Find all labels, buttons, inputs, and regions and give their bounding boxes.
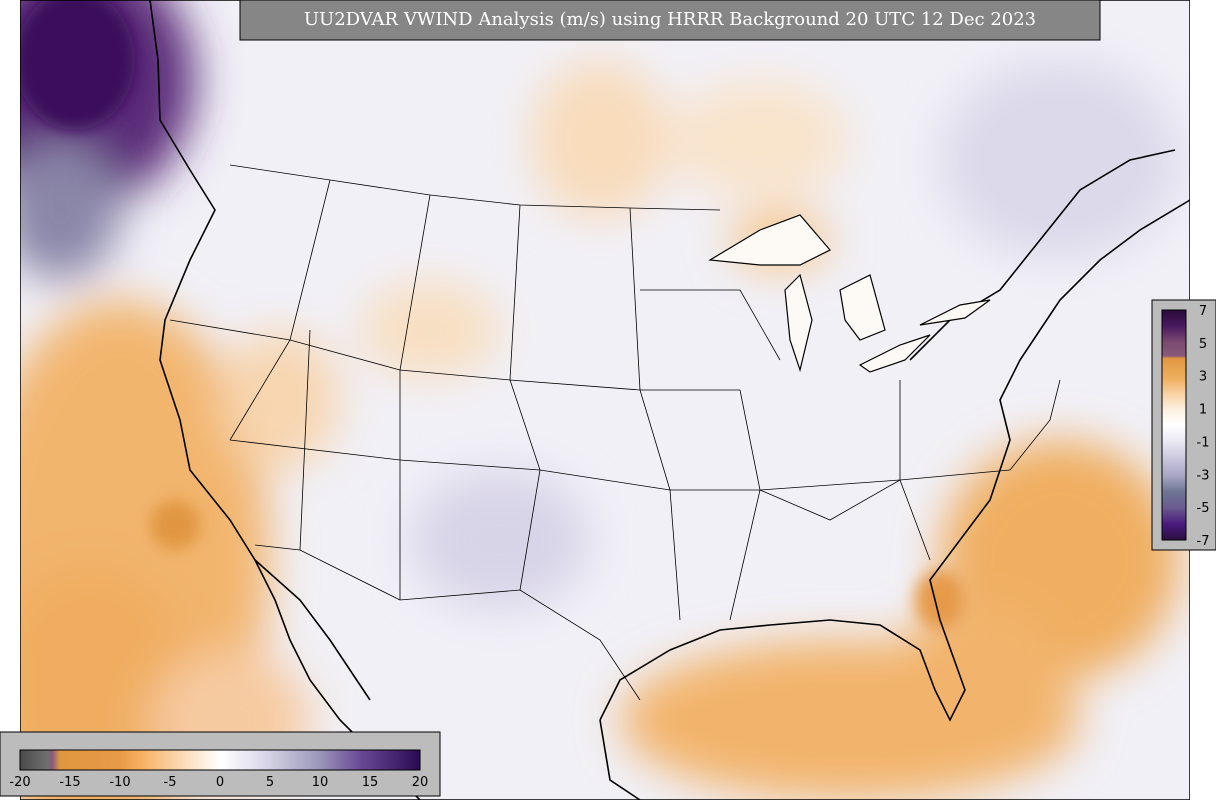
- colorbar-tick-label: 20: [412, 775, 429, 790]
- colorbar-tick-label: 7: [1199, 304, 1207, 319]
- colorbar-tick-label: 1: [1199, 403, 1207, 418]
- colorbar-tick-label: -20: [9, 775, 30, 790]
- colorbar-tick-label: -1: [1197, 435, 1210, 450]
- colorbar-tick-label: -10: [109, 775, 130, 790]
- colorbar-tick-label: 5: [1199, 337, 1207, 352]
- great-lakes: [708, 214, 991, 373]
- colorbar-tick-label: -7: [1197, 534, 1210, 549]
- map: [20, 0, 1190, 800]
- title-box: UU2DVAR VWIND Analysis (m/s) using HRRR …: [239, 0, 1101, 41]
- colorbar-tick-label: 5: [266, 775, 274, 790]
- colorbar-bottom: -20 -15 -10 -5 0 5 10 15 20: [0, 731, 441, 797]
- colorbar-tick-label: 3: [1199, 370, 1207, 385]
- colorbar-tick-label: 15: [362, 775, 379, 790]
- colorbar-tick-label: -15: [59, 775, 80, 790]
- colorbar-tick-label: -3: [1197, 468, 1210, 483]
- colorbar-right: 7 5 3 1 -1 -3 -5 -7: [1151, 299, 1216, 551]
- colorbar-tick-label: -5: [164, 775, 177, 790]
- colorbar-tick-label: -5: [1197, 501, 1210, 516]
- colorbar-tick-label: 10: [312, 775, 329, 790]
- borders: [169, 164, 1061, 701]
- map-title: UU2DVAR VWIND Analysis (m/s) using HRRR …: [304, 9, 1036, 30]
- colorbar-tick-label: 0: [216, 775, 224, 790]
